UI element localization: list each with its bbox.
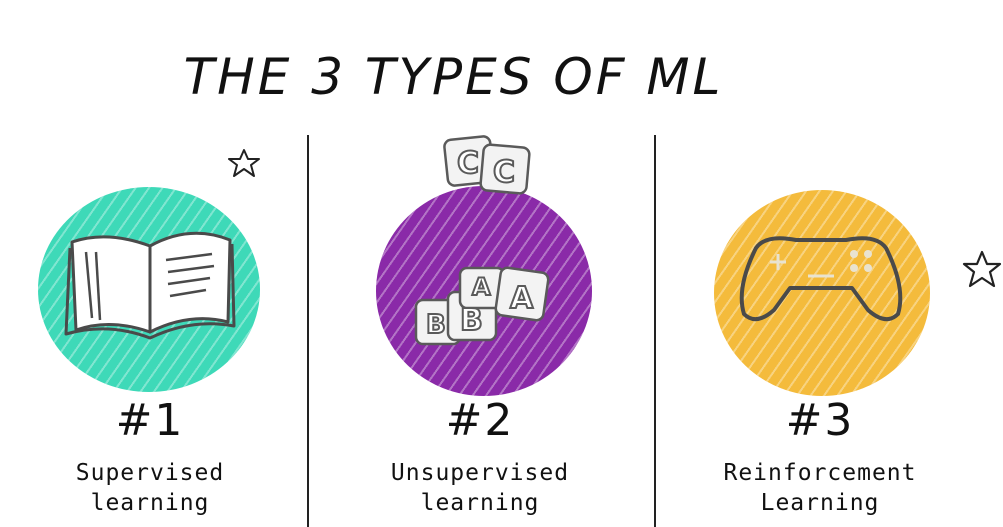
svg-text:B: B xyxy=(460,303,483,338)
type-label-reinforcement-line2: Learning xyxy=(760,490,880,516)
divider-left xyxy=(307,135,309,527)
book-icon xyxy=(64,231,236,340)
type-label-unsupervised-line2: learning xyxy=(420,490,540,516)
svg-text:A: A xyxy=(472,273,491,301)
type-label-unsupervised-line1: Unsupervised xyxy=(390,460,570,486)
star-icon xyxy=(962,250,1002,288)
type-label-reinforcement-line1: Reinforcement xyxy=(723,460,917,486)
page-title: THE 3 TYPES OF ML xyxy=(183,48,724,106)
game-controller-icon xyxy=(739,236,903,322)
type-card-supervised: #1 Supervised learning xyxy=(0,0,306,527)
type-number-1: #1 xyxy=(115,395,185,446)
reinforcement-color-blob xyxy=(714,190,930,396)
type-card-unsupervised: C C B B A A #2 Unsupervised learning xyxy=(330,0,636,527)
star-icon xyxy=(228,149,260,177)
divider-right xyxy=(654,135,656,527)
type-number-3: #3 xyxy=(785,395,855,446)
letter-blocks-icon: C C B B A A xyxy=(414,135,550,346)
svg-text:C: C xyxy=(493,155,515,190)
type-number-2: #2 xyxy=(445,395,515,446)
type-label-supervised-line1: Supervised xyxy=(75,460,225,486)
svg-text:A: A xyxy=(510,281,534,316)
type-card-reinforcement: #3 Reinforcement Learning xyxy=(680,0,1003,527)
svg-text:C: C xyxy=(457,146,479,181)
type-label-supervised-line2: learning xyxy=(90,490,210,516)
svg-text:B: B xyxy=(426,310,446,340)
